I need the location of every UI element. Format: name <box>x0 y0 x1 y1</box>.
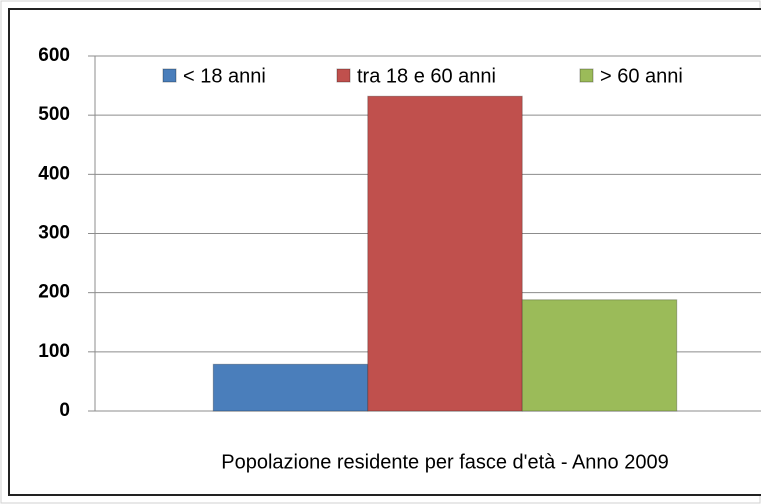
y-tick-label: 300 <box>38 223 70 244</box>
bar <box>521 299 678 412</box>
y-tick-label: 500 <box>38 104 70 125</box>
y-tick-label: 200 <box>38 282 70 303</box>
legend-label: > 60 anni <box>600 65 683 87</box>
y-tick-label: 400 <box>38 163 70 184</box>
y-tick-label: 600 <box>38 45 70 66</box>
legend-swatch <box>579 68 594 83</box>
legend-label: tra 18 e 60 anni <box>357 65 496 87</box>
legend-swatch <box>336 68 351 83</box>
y-tick-label: 100 <box>38 341 70 362</box>
bar <box>367 95 523 412</box>
legend-label: < 18 anni <box>183 65 266 87</box>
y-tick-label: 0 <box>59 400 70 421</box>
legend-swatch <box>162 68 177 83</box>
bar <box>212 363 369 412</box>
x-tick-label: Popolazione residente per fasce d'età - … <box>221 451 668 473</box>
